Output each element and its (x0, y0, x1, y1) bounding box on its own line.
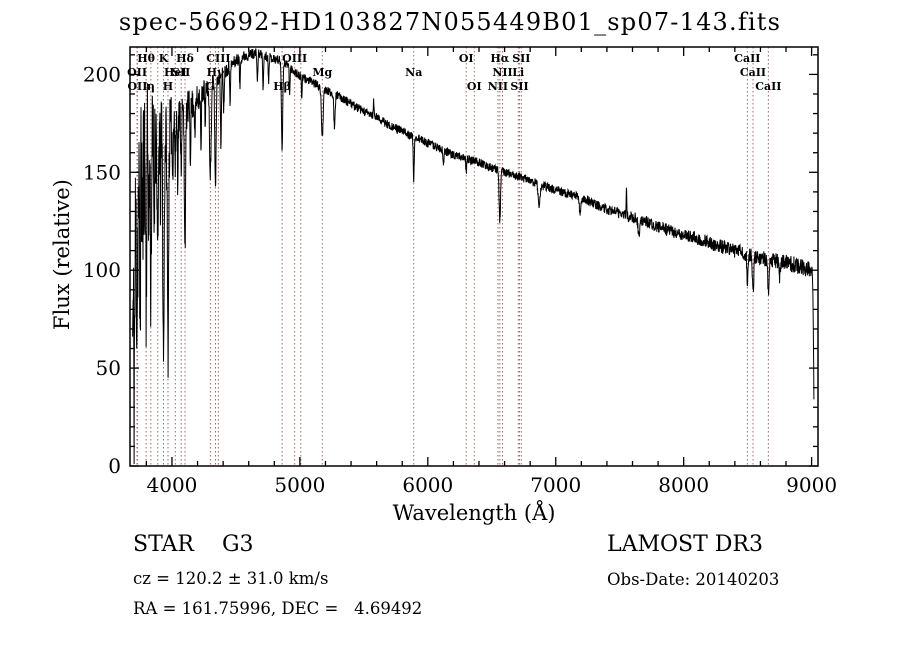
x-tick-label: 6000 (402, 473, 453, 497)
spectral-line-label: CaII (755, 80, 781, 93)
x-tick-label: 9000 (786, 473, 837, 497)
spectral-line-label: G (206, 80, 215, 93)
y-tick-label: 50 (96, 356, 121, 380)
spectral-line-label: K (159, 52, 169, 65)
spectral-line-label: CIII (206, 52, 230, 65)
x-tick-label: 8000 (658, 473, 709, 497)
plot-title: spec-56692-HD103827N055449B01_sp07-143.f… (118, 8, 782, 36)
spectral-line-label: OII (127, 80, 147, 93)
spectral-line-label: Na (405, 66, 422, 79)
spectral-line-label: Hγ (207, 66, 225, 79)
x-tick-label: 4000 (147, 473, 198, 497)
x-axis-label: Wavelength (Å) (392, 501, 556, 525)
spectral-line-label: CaII (734, 52, 760, 65)
spectral-line-label: Hα (490, 52, 509, 65)
spectral-line-label: Li (512, 66, 524, 79)
redshift-velocity-label: cz = 120.2 ± 31.0 km/s (133, 569, 329, 588)
spectral-line-label: NII (488, 80, 508, 93)
x-tick-label: 7000 (530, 473, 581, 497)
spectrum-trace (132, 48, 815, 465)
y-tick-label: 200 (83, 62, 121, 86)
spectral-line-label: Hβ (273, 80, 291, 93)
spectral-line-label: Hθ (137, 52, 155, 65)
object-class-label: STAR G3 (133, 532, 254, 557)
x-tick-label: 5000 (274, 473, 325, 497)
spectral-line-label: H (163, 80, 173, 93)
ra-dec-label: RA = 161.75996, DEC = 4.69492 (133, 599, 423, 618)
spectral-line-label: OI (459, 52, 474, 65)
spectral-line-label: Hδ (176, 52, 194, 65)
survey-release-label: LAMOST DR3 (607, 532, 763, 557)
spectral-line-label: OII (127, 66, 147, 79)
y-tick-label: 100 (83, 258, 121, 282)
spectral-line-label: Mg (312, 66, 332, 79)
spectral-line-label: OI (467, 80, 482, 93)
spectral-line-label: HeI (164, 66, 187, 79)
spectral-line-label: SII (172, 66, 190, 79)
spectral-line-label: SII (510, 80, 528, 93)
y-tick-label: 150 (83, 160, 121, 184)
spectral-line-label: SII (512, 52, 530, 65)
spectral-line-label: η (147, 80, 155, 93)
spectral-line-label: NII (492, 66, 512, 79)
spectral-line-label: OIII (282, 52, 307, 65)
obs-date-label: Obs-Date: 20140203 (607, 570, 780, 589)
plot-frame (129, 46, 819, 467)
y-axis-label: Flux (relative) (50, 179, 74, 330)
y-tick-label: 0 (108, 454, 121, 478)
spectral-line-label: CaII (740, 66, 766, 79)
